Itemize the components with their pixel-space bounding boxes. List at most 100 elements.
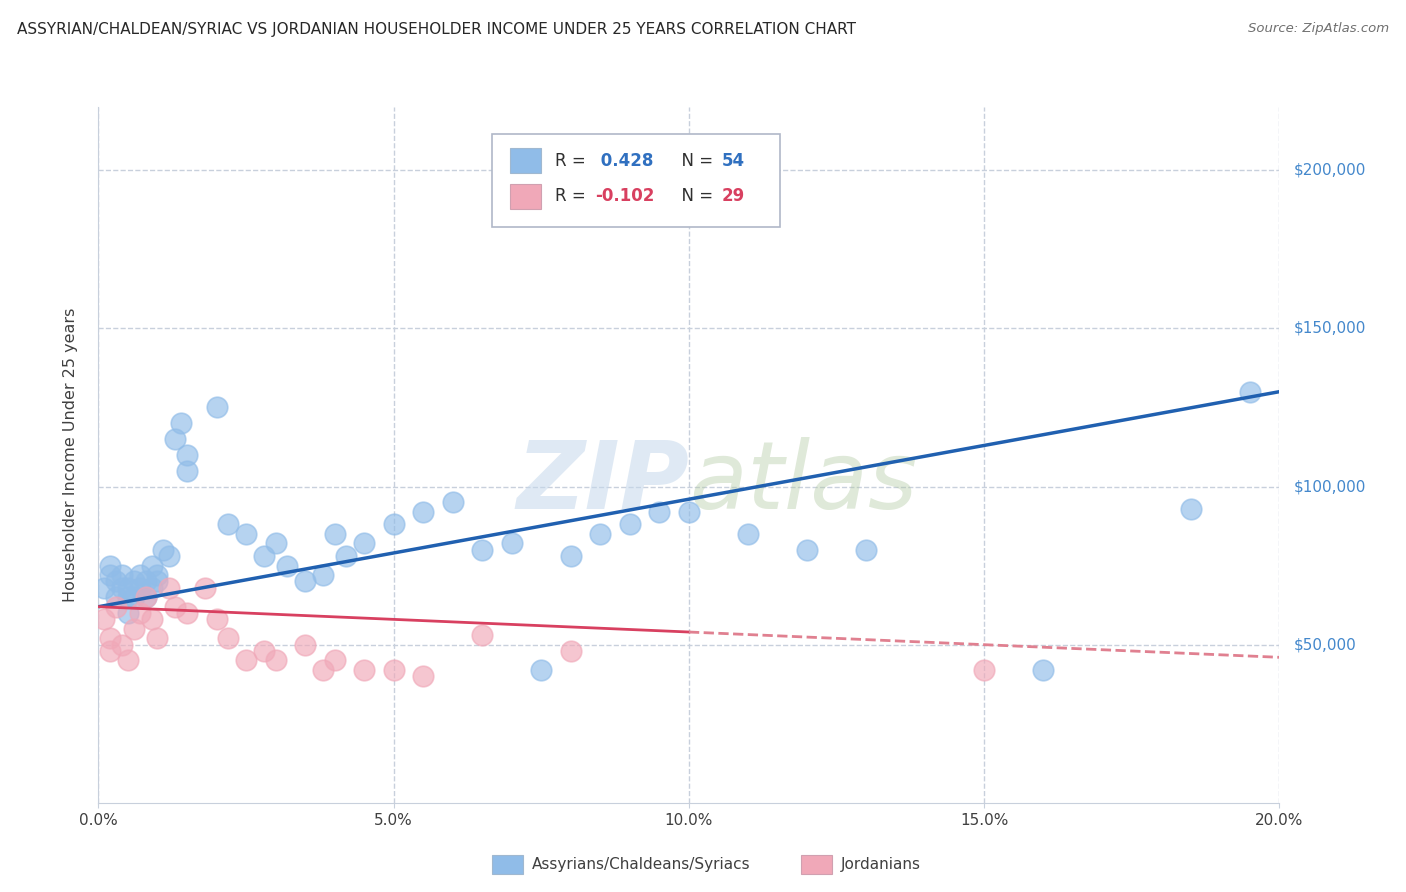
Point xyxy=(312,663,335,677)
Text: ASSYRIAN/CHALDEAN/SYRIAC VS JORDANIAN HOUSEHOLDER INCOME UNDER 25 YEARS CORRELAT: ASSYRIAN/CHALDEAN/SYRIAC VS JORDANIAN HO… xyxy=(17,22,856,37)
Point xyxy=(441,495,464,509)
Point xyxy=(146,632,169,646)
Point xyxy=(128,568,150,582)
Text: Source: ZipAtlas.com: Source: ZipAtlas.com xyxy=(1249,22,1389,36)
Point xyxy=(98,568,121,582)
Point xyxy=(353,663,375,677)
Point xyxy=(737,527,759,541)
Text: N =: N = xyxy=(671,187,718,205)
Point xyxy=(855,542,877,557)
Point xyxy=(105,574,128,589)
Point xyxy=(157,581,180,595)
Point xyxy=(412,505,434,519)
Point xyxy=(146,574,169,589)
Point xyxy=(152,542,174,557)
Point xyxy=(335,549,357,563)
Text: -0.102: -0.102 xyxy=(595,187,654,205)
Point xyxy=(141,558,163,573)
Point xyxy=(122,622,145,636)
Point xyxy=(176,464,198,478)
Point xyxy=(135,591,157,605)
Text: 0.428: 0.428 xyxy=(595,152,654,169)
Point xyxy=(141,612,163,626)
Point xyxy=(382,517,405,532)
Point xyxy=(117,591,139,605)
Point xyxy=(619,517,641,532)
Point xyxy=(276,558,298,573)
Point xyxy=(165,432,187,446)
Point xyxy=(98,632,121,646)
Y-axis label: Householder Income Under 25 years: Householder Income Under 25 years xyxy=(63,308,77,602)
Point xyxy=(471,542,494,557)
Point xyxy=(323,653,346,667)
Point xyxy=(589,527,612,541)
Point xyxy=(98,644,121,658)
Point xyxy=(117,653,139,667)
Point xyxy=(382,663,405,677)
Text: 54: 54 xyxy=(721,152,744,169)
Point xyxy=(501,536,523,550)
Point xyxy=(648,505,671,519)
Point xyxy=(98,558,121,573)
Point xyxy=(122,574,145,589)
Text: R =: R = xyxy=(555,152,592,169)
Text: N =: N = xyxy=(671,152,718,169)
Point xyxy=(117,581,139,595)
Point xyxy=(176,606,198,620)
Point xyxy=(146,568,169,582)
Point xyxy=(205,401,228,415)
Point xyxy=(323,527,346,541)
Point xyxy=(205,612,228,626)
Text: $150,000: $150,000 xyxy=(1294,321,1365,336)
Point xyxy=(122,591,145,605)
Point xyxy=(105,591,128,605)
Point xyxy=(93,581,115,595)
Point xyxy=(353,536,375,550)
Point xyxy=(1032,663,1054,677)
Point xyxy=(176,448,198,462)
Point xyxy=(1239,384,1261,399)
Point xyxy=(93,612,115,626)
Text: 29: 29 xyxy=(721,187,745,205)
Text: $100,000: $100,000 xyxy=(1294,479,1365,494)
Point xyxy=(973,663,995,677)
Text: ZIP: ZIP xyxy=(516,437,689,529)
Point xyxy=(253,549,276,563)
Point xyxy=(105,599,128,614)
Point xyxy=(253,644,276,658)
Point xyxy=(294,574,316,589)
Point xyxy=(117,606,139,620)
Text: atlas: atlas xyxy=(689,437,917,528)
Point xyxy=(217,517,239,532)
Point xyxy=(796,542,818,557)
Point xyxy=(111,638,134,652)
Point xyxy=(560,644,582,658)
Point xyxy=(165,599,187,614)
Point xyxy=(157,549,180,563)
Point xyxy=(111,568,134,582)
Point xyxy=(264,653,287,667)
Point xyxy=(135,591,157,605)
Point xyxy=(530,663,553,677)
Point xyxy=(264,536,287,550)
Point xyxy=(1180,501,1202,516)
Point xyxy=(471,628,494,642)
Text: Assyrians/Chaldeans/Syriacs: Assyrians/Chaldeans/Syriacs xyxy=(531,857,749,871)
Point xyxy=(412,669,434,683)
Point xyxy=(217,632,239,646)
Point xyxy=(312,568,335,582)
Point xyxy=(235,527,257,541)
Point xyxy=(194,581,217,595)
Point xyxy=(678,505,700,519)
Text: $200,000: $200,000 xyxy=(1294,163,1365,178)
Text: $50,000: $50,000 xyxy=(1294,637,1357,652)
Point xyxy=(128,581,150,595)
Point xyxy=(235,653,257,667)
Point xyxy=(170,417,193,431)
Point xyxy=(560,549,582,563)
Text: R =: R = xyxy=(555,187,592,205)
Point xyxy=(111,581,134,595)
Point xyxy=(141,581,163,595)
Text: Jordanians: Jordanians xyxy=(841,857,921,871)
Point xyxy=(294,638,316,652)
